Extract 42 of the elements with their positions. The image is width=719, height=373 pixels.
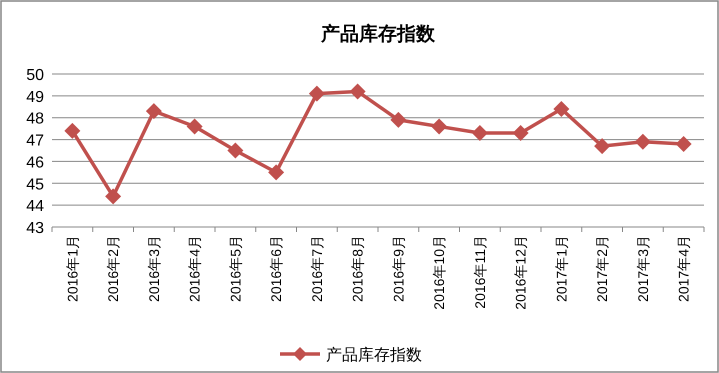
point	[350, 83, 366, 100]
x-tick-label: 2016年5月	[227, 235, 244, 302]
y-tick-label: 47	[26, 132, 44, 150]
x-tick-label: 2017年1月	[553, 235, 570, 302]
point	[431, 118, 448, 134]
x-tick-label: 2016年3月	[146, 235, 162, 302]
y-tick-label: 44	[26, 198, 44, 216]
x-tick-label: 2016年12月	[512, 235, 529, 310]
legend-label: 产品库存指数	[326, 346, 422, 364]
point	[553, 100, 570, 117]
x-tick-label: 2017年2月	[594, 235, 610, 302]
y-tick-label: 49	[26, 88, 44, 106]
x-tick-label: 2016年2月	[105, 235, 122, 302]
point	[186, 118, 203, 134]
point	[268, 164, 284, 180]
y-tick-label: 48	[26, 110, 44, 128]
point	[594, 138, 610, 154]
y-tick-label: 46	[26, 154, 44, 172]
x-tick-label: 2016年8月	[350, 235, 366, 302]
y-tick-label: 45	[26, 176, 44, 194]
x-tick-label: 2016年6月	[268, 235, 284, 302]
x-tick-label: 2016年7月	[308, 235, 325, 302]
y-tick-label: 50	[26, 67, 44, 84]
x-tick-label: 2016年9月	[390, 235, 406, 302]
point	[64, 122, 80, 139]
point	[227, 142, 244, 158]
chart-title: 产品库存指数	[320, 23, 436, 45]
x-tick-label: 2016年4月	[186, 235, 203, 302]
x-tick-label: 2017年4月	[676, 235, 692, 302]
x-tick-label: 2016年10月	[431, 235, 448, 310]
point	[308, 86, 325, 102]
point	[512, 125, 529, 142]
point	[634, 134, 651, 150]
point	[472, 125, 488, 142]
point	[676, 136, 692, 152]
x-tick-label: 2016年11月	[472, 235, 488, 309]
y-tick-label: 43	[26, 220, 44, 237]
x-tick-label: 2017年3月	[634, 235, 651, 302]
point	[105, 188, 122, 204]
x-tick-label: 2016年1月	[64, 235, 80, 302]
point	[390, 112, 406, 128]
point	[146, 103, 162, 120]
